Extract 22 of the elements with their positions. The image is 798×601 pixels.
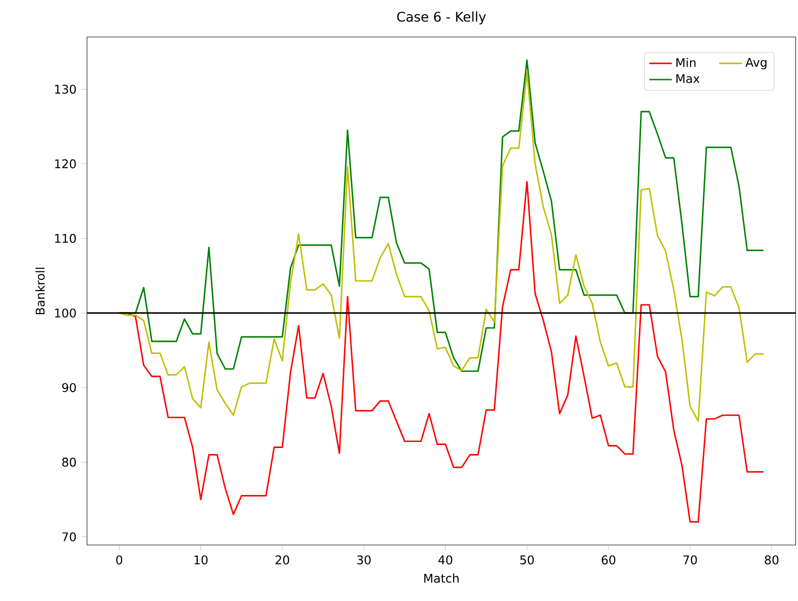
x-tick-label: 20 bbox=[276, 555, 290, 564]
x-tick-label: 60 bbox=[602, 555, 616, 564]
legend-label: Max bbox=[676, 74, 700, 84]
y-axis-title: Bankroll bbox=[35, 268, 45, 314]
x-tick-label: 30 bbox=[357, 555, 371, 564]
x-tick-label: 70 bbox=[683, 555, 697, 564]
x-axis-title: Match bbox=[424, 574, 459, 583]
y-tick-label: 70 bbox=[62, 532, 76, 542]
x-tick-label: 50 bbox=[520, 555, 534, 564]
legend-label: Avg bbox=[745, 58, 766, 70]
chart-title: Case 6 - Kelly bbox=[397, 11, 486, 24]
y-tick-label: 90 bbox=[62, 383, 76, 392]
legend-label: Min bbox=[676, 58, 696, 67]
y-tick-label: 80 bbox=[62, 458, 76, 467]
x-tick-label: 40 bbox=[438, 555, 452, 564]
y-tick-label: 110 bbox=[55, 234, 76, 243]
x-tick-label: 80 bbox=[764, 555, 778, 564]
x-tick-label: 0 bbox=[116, 555, 122, 564]
y-tick-label: 130 bbox=[55, 84, 76, 94]
y-tick-label: 100 bbox=[55, 308, 76, 318]
y-tick-label: 120 bbox=[55, 159, 76, 168]
x-tick-label: 10 bbox=[194, 555, 208, 564]
